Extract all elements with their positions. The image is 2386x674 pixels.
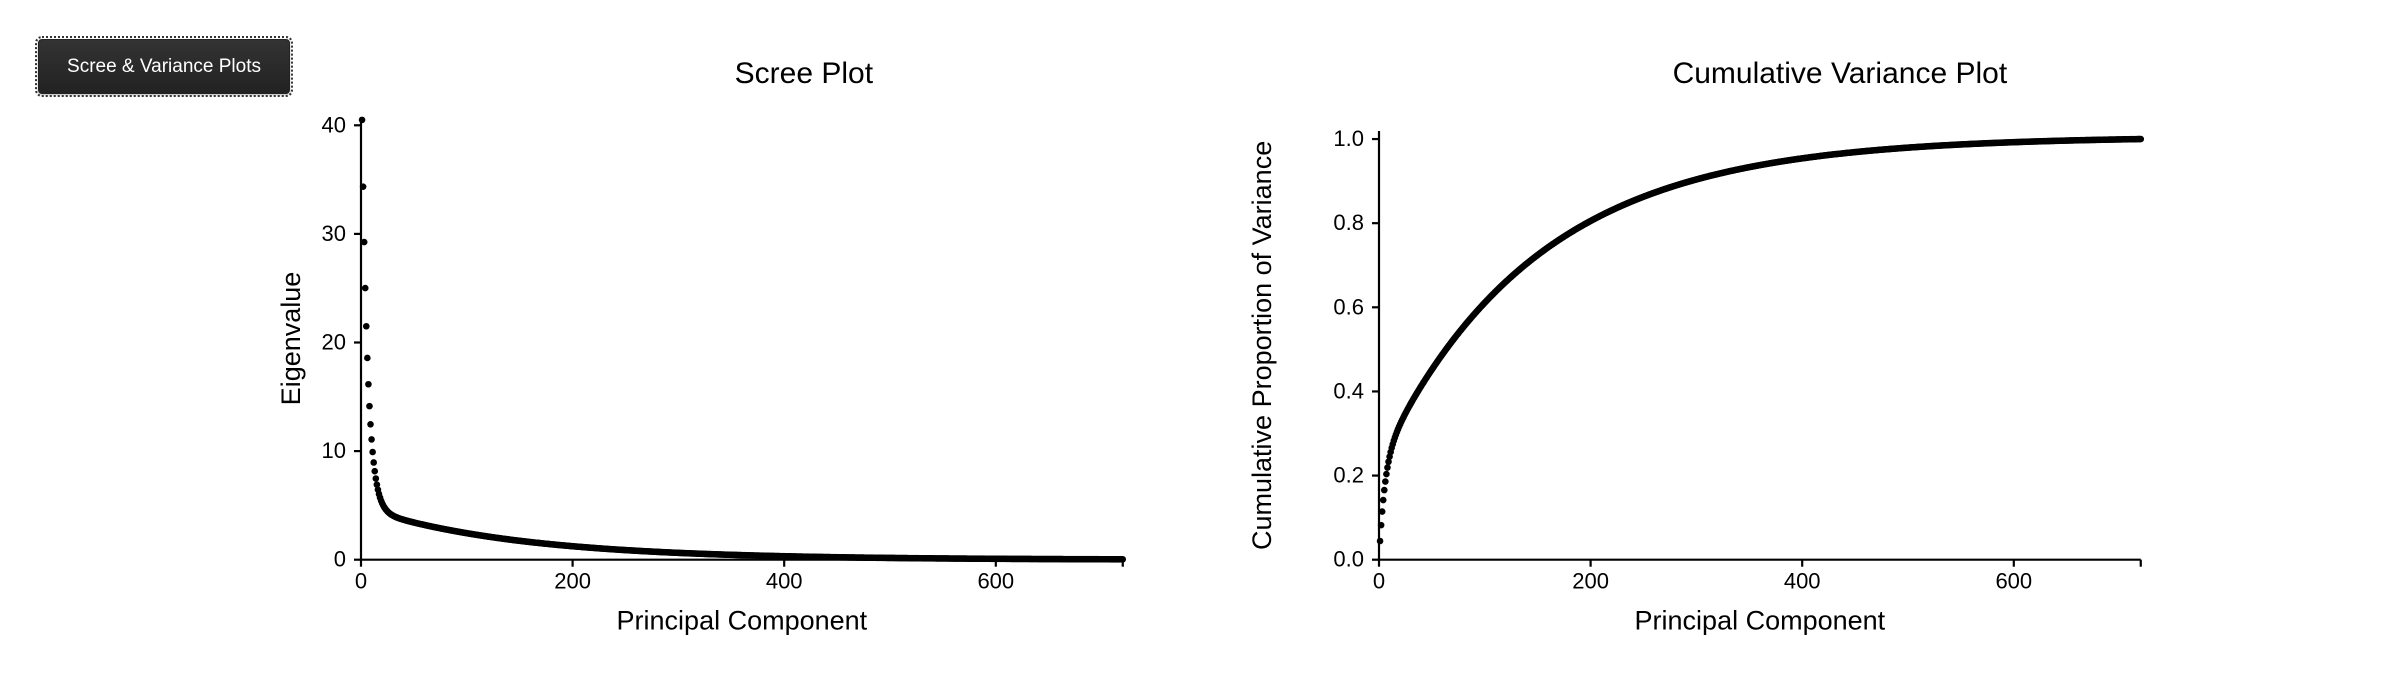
svg-text:30: 30 bbox=[322, 221, 346, 246]
svg-text:0.2: 0.2 bbox=[1333, 463, 1364, 488]
svg-text:0.0: 0.0 bbox=[1333, 547, 1364, 572]
svg-text:0.8: 0.8 bbox=[1333, 210, 1364, 235]
svg-text:200: 200 bbox=[554, 569, 591, 594]
svg-text:400: 400 bbox=[1784, 569, 1821, 594]
svg-text:Principal Component: Principal Component bbox=[1635, 606, 1886, 636]
svg-text:Cumulative Variance Plot: Cumulative Variance Plot bbox=[1673, 57, 2008, 90]
svg-text:Cumulative Proportion of Varia: Cumulative Proportion of Variance bbox=[1247, 141, 1277, 550]
svg-text:200: 200 bbox=[1572, 569, 1609, 594]
svg-text:0: 0 bbox=[334, 547, 346, 572]
svg-text:Principal Component: Principal Component bbox=[617, 606, 868, 636]
svg-text:0: 0 bbox=[1373, 569, 1385, 594]
svg-text:10: 10 bbox=[322, 438, 346, 463]
svg-text:0.6: 0.6 bbox=[1333, 294, 1364, 319]
svg-text:400: 400 bbox=[766, 569, 803, 594]
svg-text:Eigenvalue: Eigenvalue bbox=[276, 272, 306, 406]
svg-text:0: 0 bbox=[355, 569, 367, 594]
svg-text:Scree Plot: Scree Plot bbox=[735, 57, 874, 90]
svg-text:600: 600 bbox=[977, 569, 1014, 594]
svg-text:1.0: 1.0 bbox=[1333, 126, 1364, 151]
svg-text:600: 600 bbox=[1995, 569, 2032, 594]
svg-text:0.4: 0.4 bbox=[1333, 378, 1364, 403]
svg-text:20: 20 bbox=[322, 330, 346, 355]
svg-text:40: 40 bbox=[322, 112, 346, 137]
